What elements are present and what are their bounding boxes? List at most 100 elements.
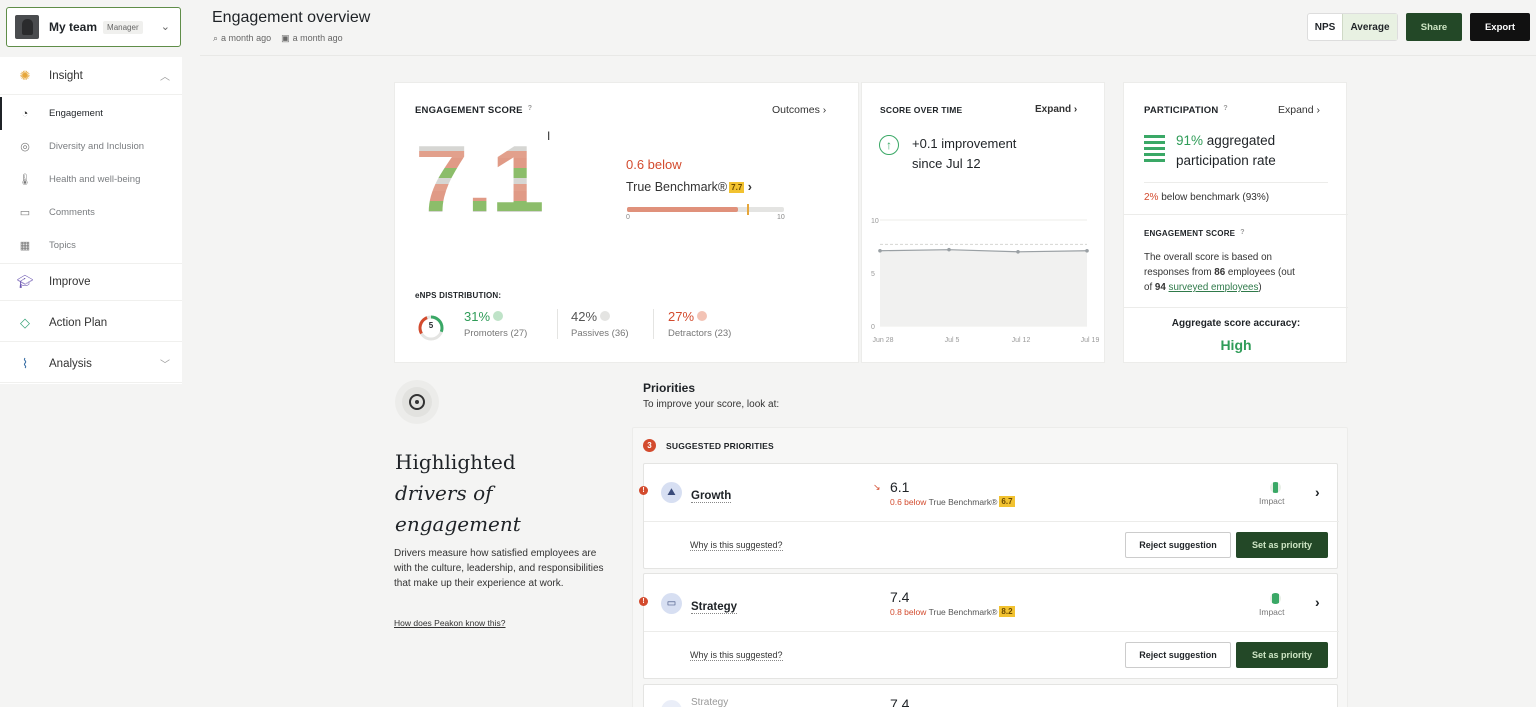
bar-tick-max: 10 [777,214,785,221]
nav-section-insight[interactable]: ✺ Insight ︿ [0,57,182,95]
toggle-nps[interactable]: NPS [1314,21,1336,33]
help-icon[interactable]: ? [527,105,533,112]
participation-card: PARTICIPATION? Expand › 91% aggregated p… [1123,82,1348,363]
nav-section-improve[interactable]: 🎓︎ Improve [0,263,182,301]
promoters-pct: 31% [464,309,491,324]
driver-name-link[interactable]: Strategy [691,597,738,615]
drivers-heading-line3: engagement [395,512,521,536]
arrow-up-icon: ↑ [879,135,899,155]
divider [644,631,1339,632]
line-chart-icon: ⌇ [21,355,29,371]
help-icon[interactable]: ? [1240,229,1245,236]
x-tick-label: Jun 28 [872,337,893,344]
suggested-priorities-label: SUGGESTED PRIORITIES [666,441,774,451]
driver-benchmark: 0.8 below True Benchmark® 8.2 [890,606,1015,617]
score-over-time-card: SCORE OVER TIME Expand › ↑ +0.1 improvem… [861,82,1105,363]
surveyed-employees-link[interactable]: surveyed employees [1168,282,1259,293]
priorities-title: Priorities [643,381,696,395]
graduation-cap-icon: 🎓︎ [16,274,34,289]
share-button[interactable]: Share [1406,13,1462,41]
improvement-since: since Jul 12 [912,156,981,171]
reject-suggestion-button[interactable]: Reject suggestion [1125,642,1231,668]
sidebar-item-comments[interactable]: ▭ Comments [0,196,182,229]
why-suggested-link[interactable]: Why is this suggested? [690,540,783,551]
benchmark-link[interactable]: True Benchmark® 7.7 › [626,180,752,194]
sidebar-item-engagement[interactable]: ◔ Engagement [0,97,182,130]
driver-name-link[interactable]: Growth [691,486,732,504]
driver-bench-chip: 8.2 [999,606,1015,617]
monitor-icon: ▭ [661,700,682,707]
chevron-right-icon: › [1073,104,1078,115]
engagement-score-card: ENGAGEMENT SCORE? Outcomes › 7.1 0.6 bel… [394,82,859,363]
nav-section-label: Action Plan [49,316,108,329]
sidebar-item-health[interactable]: 🌡︎ Health and well-being [0,163,182,196]
participation-below-text: below benchmark (93%) [1161,192,1270,203]
driver-below: 0.8 below [890,607,927,617]
data-point [878,248,882,253]
thermometer-icon: 🌡︎ [18,174,32,186]
y-tick-label: 10 [871,218,879,225]
promoters-label: Promoters (27) [464,328,528,339]
y-tick-label: 0 [871,324,875,331]
nav-section-action-plan[interactable]: ◇ Action Plan [0,304,182,342]
detractors-label: Detractors (23) [668,328,732,339]
text-cursor-icon: I [547,129,551,143]
score-mode-toggle: NPS Average [1307,13,1398,41]
impact-indicator-icon [1270,482,1281,493]
growth-icon: ⛰︎ [661,482,682,503]
divider [644,521,1339,522]
data-point [1016,250,1020,254]
happy-face-icon [493,311,504,321]
detractors-stat: 27% Detractors (23) [668,309,731,339]
driver-name: Growth [691,490,732,503]
search-icon: ⌕ [213,33,219,43]
data-point [947,247,951,252]
sad-face-icon [697,311,708,321]
sidebar-item-label: Comments [49,207,95,218]
score-area [880,249,1087,326]
chevron-up-icon: ︿ [160,72,170,83]
expand-link[interactable]: Expand › [1035,104,1077,115]
sidebar-item-label: Diversity and Inclusion [49,141,145,152]
impact-label: Impact [1259,496,1285,506]
reject-suggestion-button[interactable]: Reject suggestion [1125,532,1231,558]
sidebar-item-diversity[interactable]: ◎ Diversity and Inclusion [0,130,182,163]
divider [1144,182,1328,183]
help-icon[interactable]: ? [1223,105,1228,112]
diamond-icon: ◇ [20,314,30,330]
improvement-value: +0.1 improvement [912,136,1017,151]
chevron-down-icon: ﹀ [160,360,170,371]
driver-name: Strategy [691,601,738,614]
chevron-right-icon: › [1316,104,1321,116]
drivers-heading-line2: drivers of [395,481,493,505]
data-point [1085,248,1089,253]
sidebar-item-label: Engagement [49,108,103,119]
toggle-average[interactable]: Average [1342,14,1397,40]
arrow-down-right-icon: ↘ [873,482,881,492]
header-divider [200,55,1536,56]
nav-section-analysis[interactable]: ⌇ Analysis ﹀ [0,345,182,383]
participation-description: The overall score is based on responses … [1144,250,1339,295]
priority-count-badge: 3 [643,439,656,452]
outcomes-link[interactable]: Outcomes › [772,104,826,116]
bar-tick-min: 0 [626,214,630,221]
set-as-priority-button[interactable]: Set as priority [1236,642,1328,668]
x-tick-label: Jul 5 [945,337,960,344]
export-button[interactable]: Export [1470,13,1530,41]
set-as-priority-button[interactable]: Set as priority [1236,532,1328,558]
team-selector[interactable]: My team Manager ⌄ [6,7,181,47]
drivers-heading-line1: Highlighted [395,450,516,474]
driver-name[interactable]: Strategy [691,697,729,707]
sidebar-item-topics[interactable]: ▦ Topics [0,229,182,262]
priority-card-strategy-2: ▭ Strategy 7.4 [643,684,1338,707]
why-suggested-link[interactable]: Why is this suggested? [690,650,783,661]
chevron-down-icon: ⌄ [160,21,170,33]
chevron-right-icon[interactable]: › [1315,594,1320,610]
divider [1124,214,1348,215]
participation-expand-link[interactable]: Expand › [1278,104,1320,116]
chevron-right-icon[interactable]: › [1315,484,1320,500]
desc-line-1: The overall score is based on [1144,252,1272,263]
peakon-info-link[interactable]: How does Peakon know this? [394,618,506,628]
driver-score: 6.1 [890,479,910,495]
chevron-right-icon: › [822,104,827,116]
